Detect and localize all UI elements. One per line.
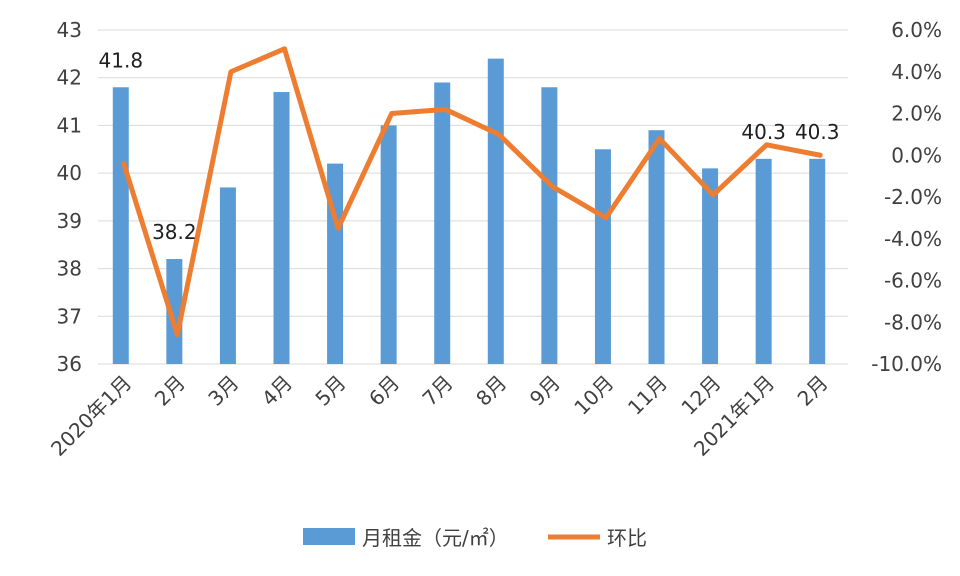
x-tick-label: 2020年1月 — [46, 371, 136, 461]
line-point — [443, 107, 448, 112]
bar — [327, 163, 344, 364]
x-tick-label: 2月 — [150, 371, 190, 411]
left-tick-label: 38 — [57, 257, 82, 281]
left-tick-label: 39 — [57, 209, 82, 233]
left-tick-label: 41 — [57, 113, 82, 137]
right-tick-label: -10.0% — [871, 352, 942, 376]
bar — [380, 125, 397, 364]
bar — [166, 259, 183, 364]
x-tick-label: 11月 — [623, 371, 672, 420]
right-tick-label: 2.0% — [891, 102, 942, 126]
x-tick-label: 7月 — [418, 371, 458, 411]
left-axis-ticks: 36 37 38 39 40 41 42 43 — [57, 18, 82, 376]
x-tick-label: 12月 — [676, 371, 725, 420]
line-point — [282, 46, 287, 51]
right-tick-label: -4.0% — [884, 227, 942, 251]
right-tick-label: 0.0% — [891, 143, 942, 167]
line-point — [336, 226, 341, 231]
line-path — [121, 46, 823, 338]
line-point — [764, 142, 769, 147]
right-tick-label: 6.0% — [891, 18, 942, 42]
x-tick-label: 5月 — [310, 371, 350, 411]
bar — [809, 158, 826, 364]
x-tick-label: 4月 — [257, 371, 297, 411]
bar — [219, 187, 236, 364]
right-tick-label: 4.0% — [891, 60, 942, 84]
line-point — [175, 332, 180, 337]
left-tick-label: 37 — [57, 304, 82, 328]
right-axis-ticks: -10.0% -8.0% -6.0% -4.0% -2.0% 0.0% 2.0% 4.0% 6.… — [871, 18, 942, 376]
line-point — [550, 184, 555, 189]
right-tick-label: -6.0% — [884, 269, 942, 293]
line-point — [389, 111, 394, 116]
bar — [648, 130, 665, 364]
legend-line-label: 环比 — [607, 526, 647, 550]
left-tick-label: 42 — [57, 66, 82, 90]
x-tick-label: 9月 — [525, 371, 565, 411]
line-point — [818, 153, 823, 158]
line-point — [228, 69, 233, 74]
bar — [702, 168, 719, 364]
bar — [434, 82, 451, 364]
x-tick-label: 6月 — [364, 371, 404, 411]
x-tick-label: 3月 — [203, 371, 243, 411]
line-point — [711, 192, 716, 197]
legend-bar-label: 月租金（元/㎡） — [362, 526, 509, 550]
x-tick-label: 8月 — [471, 371, 511, 411]
bar — [273, 92, 290, 365]
right-tick-label: -8.0% — [884, 310, 942, 334]
line-point — [496, 132, 501, 137]
left-tick-label: 43 — [57, 18, 82, 42]
line-point — [657, 136, 662, 141]
legend-bar-swatch — [303, 528, 355, 545]
x-tick-label: 10月 — [569, 371, 618, 420]
data-labels: 41.8 38.2 40.3 40.3 — [99, 48, 840, 244]
bar — [487, 58, 504, 364]
bar-series — [112, 58, 826, 365]
line-point — [603, 215, 608, 220]
bar — [594, 149, 611, 364]
x-tick-label: 2月 — [793, 371, 833, 411]
legend: 月租金（元/㎡） 环比 — [303, 526, 647, 550]
left-tick-label: 40 — [57, 161, 82, 185]
data-label: 40.3 — [795, 120, 840, 144]
gridlines — [98, 29, 848, 365]
line-point — [121, 161, 126, 166]
line-series — [121, 46, 823, 338]
data-label: 40.3 — [741, 120, 786, 144]
left-tick-label: 36 — [57, 352, 82, 376]
right-tick-label: -2.0% — [884, 185, 942, 209]
data-label: 38.2 — [152, 220, 197, 244]
data-label: 41.8 — [99, 48, 144, 72]
bar — [112, 87, 129, 364]
bar — [541, 87, 558, 364]
bar — [755, 158, 772, 364]
